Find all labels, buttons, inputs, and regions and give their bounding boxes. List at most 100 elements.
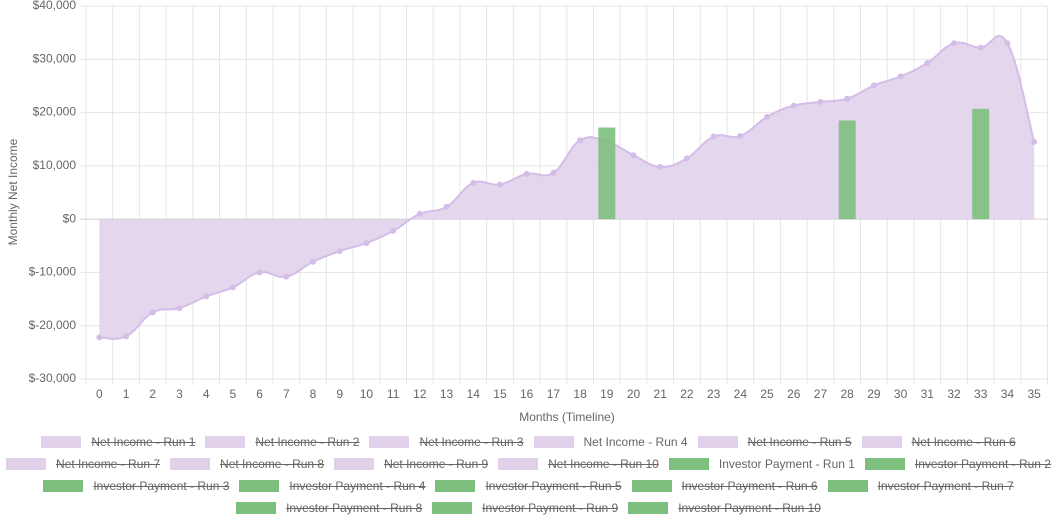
x-tick-label: 1 [123, 387, 130, 401]
legend-label: Net Income - Run 3 [419, 435, 524, 449]
legend-label: Net Income - Run 6 [911, 435, 1016, 449]
x-tick-label: 6 [256, 387, 263, 401]
x-tick-label: 8 [310, 387, 317, 401]
legend-label: Net Income - Run 10 [548, 457, 659, 471]
x-tick-label: 13 [440, 387, 454, 401]
point [790, 102, 797, 109]
x-tick-label: 24 [734, 387, 748, 401]
legend-item[interactable]: Net Income - Run 4 [533, 434, 688, 450]
legend-item[interactable]: Net Income - Run 9 [334, 456, 488, 472]
x-tick-label: 5 [230, 387, 237, 401]
point [470, 179, 477, 186]
point [683, 155, 690, 162]
point [630, 152, 637, 159]
legend-label: Investor Payment - Run 6 [681, 479, 818, 493]
point [123, 333, 130, 340]
y-tick-label: $20,000 [33, 105, 77, 119]
legend-item[interactable]: Net Income - Run 6 [861, 434, 1016, 450]
x-tick-label: 34 [1001, 387, 1015, 401]
point [657, 163, 664, 170]
point [96, 334, 103, 341]
x-tick-label: 20 [627, 387, 641, 401]
y-tick-label: $40,000 [33, 0, 77, 12]
x-tick-label: 32 [947, 387, 961, 401]
legend-item[interactable]: Investor Payment - Run 1 [668, 456, 855, 472]
x-tick-label: 28 [841, 387, 855, 401]
y-tick-label: $-20,000 [29, 318, 77, 332]
legend-label: Net Income - Run 2 [255, 435, 360, 449]
y-tick-label: $10,000 [33, 158, 77, 172]
point [924, 60, 931, 67]
point [203, 293, 210, 300]
legend-item[interactable]: Investor Payment - Run 7 [827, 478, 1014, 494]
legend-label: Investor Payment - Run 1 [718, 457, 855, 471]
legend-swatch [6, 458, 46, 470]
legend-item[interactable]: Net Income - Run 5 [697, 434, 852, 450]
x-tick-label: 9 [336, 387, 343, 401]
point [310, 258, 317, 265]
legend-item[interactable]: Investor Payment - Run 2 [864, 456, 1051, 472]
legend-item[interactable]: Investor Payment - Run 5 [435, 478, 622, 494]
point [577, 137, 584, 144]
chart: Monthly Net Income Months (Timeline) $-3… [6, 0, 1048, 424]
legend: Net Income - Run 1 Net Income - Run 2 Net … [0, 434, 1057, 516]
legend-item[interactable]: Investor Payment - Run 9 [432, 500, 618, 516]
legend-swatch [864, 458, 905, 470]
x-tick-label: 18 [573, 387, 587, 401]
legend-item[interactable]: Net Income - Run 3 [369, 434, 524, 450]
point [416, 210, 423, 217]
x-axis-title: Months (Timeline) [519, 410, 615, 424]
legend-swatch [432, 502, 473, 514]
x-tick-label: 10 [360, 387, 374, 401]
legend-item[interactable]: Investor Payment - Run 10 [628, 500, 821, 516]
legend-swatch [369, 436, 410, 448]
x-tick-label: 22 [680, 387, 694, 401]
point [336, 248, 343, 255]
area-fill [99, 35, 1035, 339]
legend-item[interactable]: Net Income - Run 7 [6, 456, 160, 472]
legend-label: Net Income - Run 1 [91, 435, 196, 449]
legend-swatch [498, 458, 539, 470]
legend-item[interactable]: Net Income - Run 1 [41, 434, 195, 450]
bar [598, 127, 616, 220]
point [1031, 138, 1038, 145]
legend-item[interactable]: Investor Payment - Run 8 [236, 500, 422, 516]
legend-label: Investor Payment - Run 8 [286, 501, 423, 515]
legend-item[interactable]: Net Income - Run 10 [498, 456, 659, 472]
bar [972, 108, 990, 220]
legend-swatch [41, 436, 82, 448]
legend-swatch [628, 502, 669, 514]
x-tick-label: 16 [520, 387, 534, 401]
legend-item[interactable]: Net Income - Run 2 [205, 434, 359, 450]
point [523, 170, 530, 177]
x-tick-label: 12 [413, 387, 427, 401]
legend-item[interactable]: Investor Payment - Run 3 [43, 478, 229, 494]
x-tick-label: 15 [493, 387, 507, 401]
x-tick-label: 0 [96, 387, 103, 401]
legend-label: Net Income - Run 7 [56, 457, 161, 471]
y-tick-label: $-30,000 [29, 371, 77, 385]
legend-swatch [236, 502, 277, 514]
point [977, 44, 984, 51]
legend-item[interactable]: Investor Payment - Run 6 [631, 478, 818, 494]
x-tick-label: 31 [921, 387, 935, 401]
point [496, 181, 503, 188]
legend-label: Net Income - Run 9 [384, 457, 489, 471]
point [363, 240, 370, 247]
y-tick-label: $0 [63, 211, 77, 225]
point [1004, 40, 1011, 47]
legend-item[interactable]: Investor Payment - Run 4 [239, 478, 425, 494]
point [817, 98, 824, 105]
legend-swatch [205, 436, 246, 448]
legend-swatch [861, 436, 902, 448]
x-tick-label: 30 [894, 387, 908, 401]
legend-swatch [697, 436, 738, 448]
point [710, 133, 717, 140]
x-tick-label: 17 [547, 387, 561, 401]
legend-swatch [170, 458, 211, 470]
legend-item[interactable]: Net Income - Run 8 [170, 456, 324, 472]
legend-label: Investor Payment - Run 4 [289, 479, 426, 493]
legend-swatch [435, 480, 476, 492]
point [897, 73, 904, 80]
